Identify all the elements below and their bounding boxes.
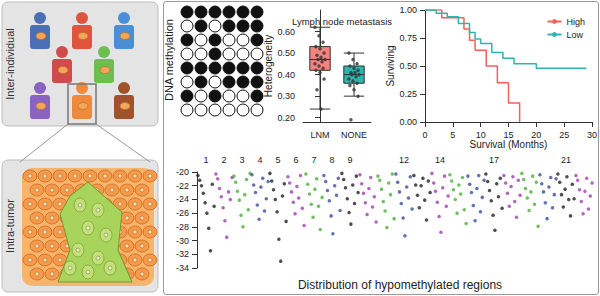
svg-text:10: 10 xyxy=(476,130,486,140)
svg-text:0.00: 0.00 xyxy=(399,117,417,127)
svg-text:0.20: 0.20 xyxy=(277,113,295,123)
svg-text:0.40: 0.40 xyxy=(277,70,295,80)
svg-text:25: 25 xyxy=(559,130,569,140)
svg-text:0.50: 0.50 xyxy=(399,61,417,71)
svg-text:0.50: 0.50 xyxy=(277,48,295,58)
svg-text:-30: -30 xyxy=(176,236,189,246)
svg-text:3: 3 xyxy=(239,155,244,165)
svg-text:0.75: 0.75 xyxy=(399,33,417,43)
svg-text:-20: -20 xyxy=(176,167,189,177)
svg-text:17: 17 xyxy=(489,155,499,165)
svg-text:2: 2 xyxy=(221,155,226,165)
svg-text:Lymph node metastasis: Lymph node metastasis xyxy=(292,16,392,27)
svg-text:20: 20 xyxy=(531,130,541,140)
svg-text:Surviving: Surviving xyxy=(385,45,396,86)
svg-text:5: 5 xyxy=(450,130,455,140)
svg-text:30: 30 xyxy=(587,130,597,140)
svg-text:14: 14 xyxy=(435,155,445,165)
svg-text:Heterogeneity: Heterogeneity xyxy=(263,35,274,97)
svg-text:NONE: NONE xyxy=(341,130,367,140)
svg-text:High: High xyxy=(566,17,585,27)
svg-text:Survival (Months): Survival (Months) xyxy=(470,139,548,150)
svg-text:21: 21 xyxy=(561,155,571,165)
svg-text:-26: -26 xyxy=(176,208,189,218)
svg-text:8: 8 xyxy=(329,155,334,165)
svg-text:-32: -32 xyxy=(176,249,189,259)
svg-text:Low: Low xyxy=(566,30,583,40)
svg-text:0.30: 0.30 xyxy=(277,91,295,101)
svg-text:-34: -34 xyxy=(176,263,189,273)
svg-text:12: 12 xyxy=(399,155,409,165)
svg-text:-22: -22 xyxy=(176,181,189,191)
svg-text:1.00: 1.00 xyxy=(399,5,417,15)
svg-text:Inter-individual: Inter-individual xyxy=(4,28,16,100)
svg-text:Distribution of hypomethylated: Distribution of hypomethylated regions xyxy=(298,278,502,292)
svg-text:6: 6 xyxy=(293,155,298,165)
svg-text:-24: -24 xyxy=(176,194,189,204)
svg-text:DNA methylation: DNA methylation xyxy=(163,19,175,101)
svg-text:15: 15 xyxy=(503,130,513,140)
svg-text:5: 5 xyxy=(275,155,280,165)
svg-text:7: 7 xyxy=(311,155,316,165)
svg-text:0.25: 0.25 xyxy=(399,89,417,99)
svg-text:0.60: 0.60 xyxy=(277,27,295,37)
svg-text:4: 4 xyxy=(257,155,262,165)
svg-text:9: 9 xyxy=(347,155,352,165)
svg-text:LNM: LNM xyxy=(310,130,329,140)
svg-text:Intra-tumor: Intra-tumor xyxy=(4,199,16,253)
svg-text:-28: -28 xyxy=(176,222,189,232)
svg-text:1: 1 xyxy=(203,155,208,165)
svg-text:0: 0 xyxy=(422,130,427,140)
